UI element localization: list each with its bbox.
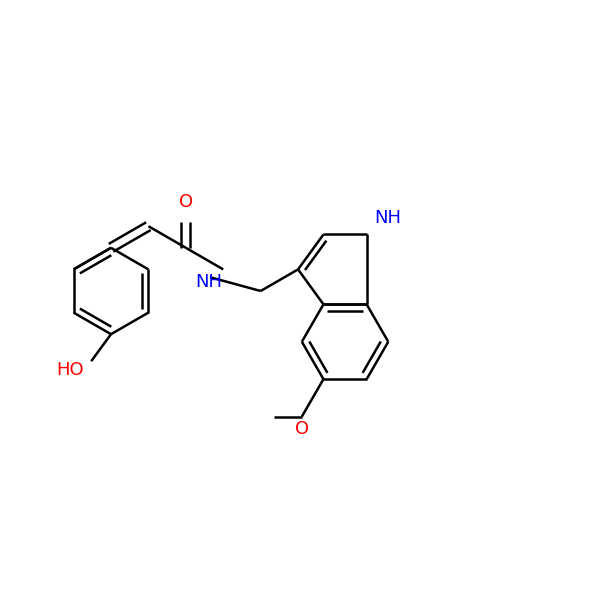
Text: NH: NH xyxy=(374,209,401,227)
Text: O: O xyxy=(295,419,309,437)
Text: O: O xyxy=(179,193,193,211)
Text: NH: NH xyxy=(195,273,222,291)
Text: HO: HO xyxy=(56,361,83,379)
